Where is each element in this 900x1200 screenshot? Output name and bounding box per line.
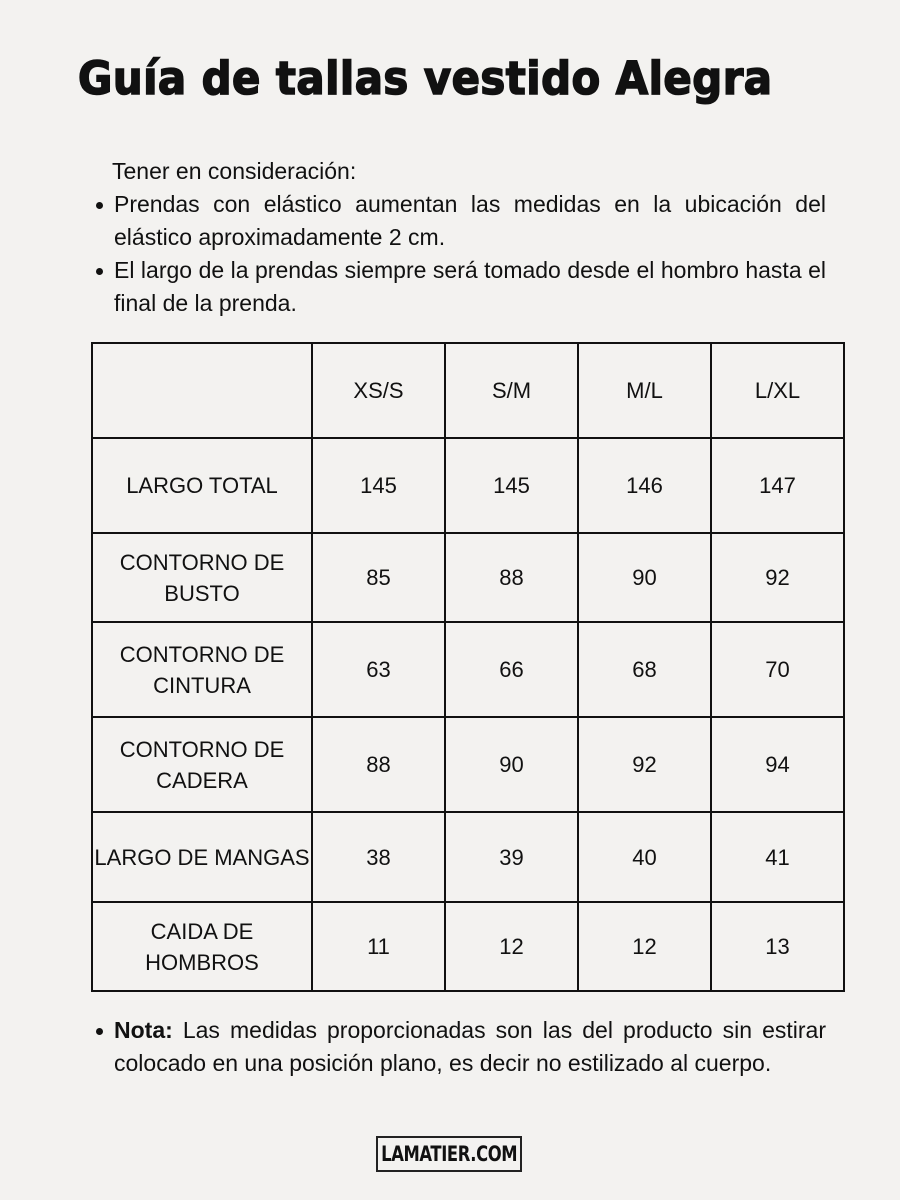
table-cell: 38	[311, 811, 446, 903]
table-row: LARGO TOTAL 145 145 146 147	[91, 437, 845, 534]
table-cell: 41	[710, 811, 845, 903]
table-cell: 13	[710, 901, 845, 992]
table-cell: 145	[311, 437, 446, 534]
table-cell: 39	[444, 811, 579, 903]
table-cell: 68	[577, 621, 712, 718]
note-list: Nota: Las medidas proporcionadas son las…	[92, 1014, 826, 1080]
intro-text: Tener en consideración:	[112, 158, 357, 184]
note-label: Nota:	[114, 1017, 173, 1043]
note-text: Las medidas proporcionadas son las del p…	[114, 1017, 826, 1076]
table-row: CONTORNO DE CINTURA 63 66 68 70	[91, 621, 845, 718]
row-label: CONTORNO DE CADERA	[91, 716, 313, 813]
row-label: CAIDA DE HOMBROS	[91, 901, 313, 992]
table-row: CAIDA DE HOMBROS 11 12 12 13	[91, 901, 845, 992]
row-label: LARGO DE MANGAS	[91, 811, 313, 903]
considerations-list: Prendas con elástico aumentan las medida…	[92, 188, 826, 320]
brand-logo: LAMATIER.COM	[376, 1136, 522, 1172]
table-cell: 66	[444, 621, 579, 718]
logo-text: LAMATIER.COM	[381, 1142, 517, 1166]
table-header	[91, 342, 313, 439]
table-header: XS/S	[311, 342, 446, 439]
size-table: XS/S S/M M/L L/XL LARGO TOTAL 145 145 14…	[91, 342, 845, 992]
table-cell: 40	[577, 811, 712, 903]
table-header: L/XL	[710, 342, 845, 439]
note-item: Nota: Las medidas proporcionadas son las…	[92, 1014, 826, 1080]
table-header: S/M	[444, 342, 579, 439]
table-cell: 70	[710, 621, 845, 718]
table-header-row: XS/S S/M M/L L/XL	[91, 342, 845, 439]
table-cell: 88	[311, 716, 446, 813]
table-row: LARGO DE MANGAS 38 39 40 41	[91, 811, 845, 903]
page-title: Guía de tallas vestido Alegra	[77, 51, 773, 106]
table-cell: 88	[444, 532, 579, 623]
table-cell: 63	[311, 621, 446, 718]
table-header: M/L	[577, 342, 712, 439]
row-label: CONTORNO DE BUSTO	[91, 532, 313, 623]
table-row: CONTORNO DE CADERA 88 90 92 94	[91, 716, 845, 813]
row-label: LARGO TOTAL	[91, 437, 313, 534]
table-cell: 90	[444, 716, 579, 813]
table-cell: 147	[710, 437, 845, 534]
table-cell: 145	[444, 437, 579, 534]
table-cell: 12	[577, 901, 712, 992]
row-label: CONTORNO DE CINTURA	[91, 621, 313, 718]
table-row: CONTORNO DE BUSTO 85 88 90 92	[91, 532, 845, 623]
table-cell: 92	[710, 532, 845, 623]
table-cell: 92	[577, 716, 712, 813]
table-cell: 12	[444, 901, 579, 992]
table-cell: 146	[577, 437, 712, 534]
table-cell: 85	[311, 532, 446, 623]
table-cell: 11	[311, 901, 446, 992]
table-cell: 90	[577, 532, 712, 623]
list-item: Prendas con elástico aumentan las medida…	[92, 188, 826, 254]
table-cell: 94	[710, 716, 845, 813]
list-item: El largo de la prendas siempre será toma…	[92, 254, 826, 320]
